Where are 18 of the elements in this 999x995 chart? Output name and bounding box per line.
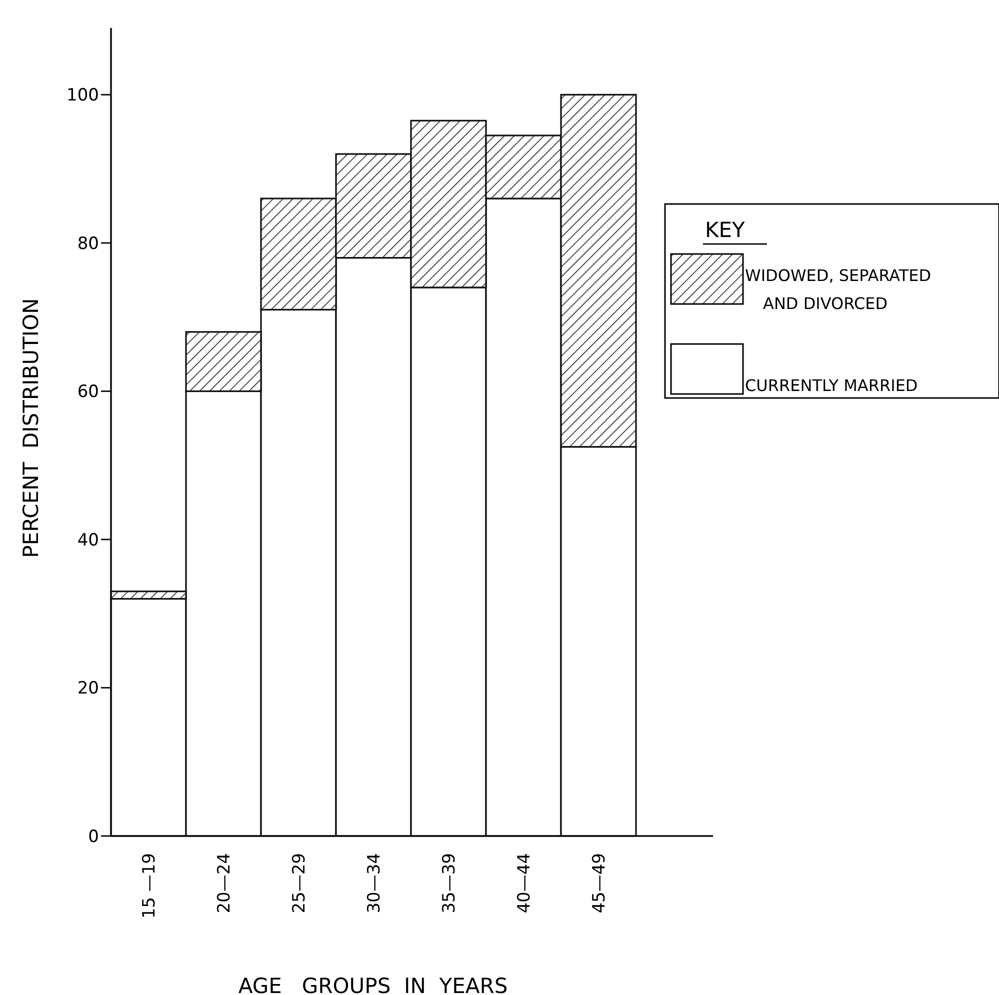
legend-title: KEY <box>705 218 746 242</box>
text: WIDOWED, SEPARATED AND DIVORCED <box>745 266 932 313</box>
y-tick-label: 0 <box>88 826 99 847</box>
x-tick-label: 25—29 <box>289 853 310 914</box>
x-tick-label: 15 —19 <box>139 853 160 919</box>
y-tick-label: 20 <box>77 678 99 699</box>
y-tick-label: 100 <box>66 86 99 106</box>
y-axis-title: PERCENT DISTRIBUTION <box>19 298 43 558</box>
x-tick-label: 30—34 <box>364 853 384 914</box>
x-tick-label: 40—44 <box>514 853 534 914</box>
x-tick-label: 20—24 <box>214 853 234 914</box>
y-tick-label: 40 <box>77 530 99 550</box>
x-tick-label: 45—49 <box>589 853 610 914</box>
x-tick-label: 35—39 <box>439 853 460 914</box>
y-tick-label: 60 <box>77 382 99 402</box>
y-tick-label: 80 <box>77 234 99 254</box>
x-axis-title: AGE GROUPS IN YEARS <box>238 974 508 995</box>
text: CURRENTLY MARRIED <box>745 376 918 395</box>
